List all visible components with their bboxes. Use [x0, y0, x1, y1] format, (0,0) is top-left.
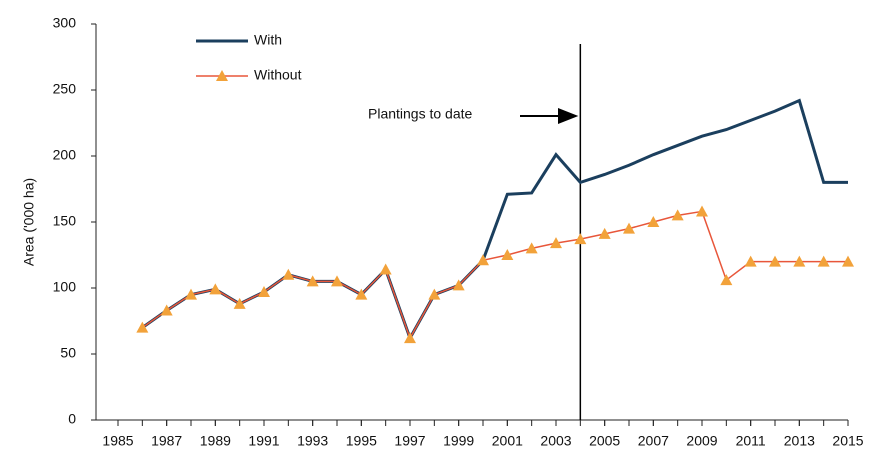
y-tick-label: 150 [53, 213, 77, 229]
marker [185, 288, 197, 300]
marker [623, 222, 635, 234]
marker [355, 288, 368, 300]
marker [282, 268, 295, 280]
marker [574, 233, 587, 245]
x-tick-label: 2009 [686, 433, 717, 449]
x-tick-label: 1997 [394, 433, 425, 449]
marker [331, 275, 343, 287]
marker [744, 255, 757, 267]
annotation-text: Plantings to date [368, 106, 473, 122]
x-tick-label: 1987 [151, 433, 182, 449]
marker [428, 288, 441, 300]
y-tick-label: 50 [60, 345, 76, 361]
x-tick-label: 2013 [784, 433, 815, 449]
marker [209, 283, 222, 295]
marker [233, 297, 246, 309]
x-tick-label: 1989 [200, 433, 231, 449]
legend-marker [216, 70, 228, 81]
x-tick-label: 2003 [540, 433, 571, 449]
y-tick-label: 200 [53, 147, 77, 163]
marker [136, 321, 149, 333]
annotation-arrowhead [558, 108, 579, 124]
marker [501, 249, 514, 260]
marker [817, 255, 830, 267]
marker [769, 255, 781, 267]
marker [720, 274, 733, 286]
x-tick-label: 1991 [248, 433, 279, 449]
marker [379, 263, 392, 275]
y-tick-label: 300 [53, 15, 77, 31]
x-tick-label: 2005 [589, 433, 620, 449]
y-axis-label: Area ('000 ha) [21, 178, 37, 266]
marker [842, 255, 854, 267]
x-tick-label: 2015 [832, 433, 863, 449]
marker [696, 205, 708, 217]
y-tick-label: 100 [53, 279, 77, 295]
marker [598, 227, 611, 239]
x-tick-label: 1993 [297, 433, 328, 449]
marker [671, 209, 684, 221]
y-tick-label: 250 [53, 81, 77, 97]
marker [306, 275, 319, 287]
x-tick-label: 2007 [638, 433, 669, 449]
x-tick-label: 1985 [102, 433, 133, 449]
marker [550, 237, 562, 249]
x-tick-label: 2001 [492, 433, 523, 449]
marker [452, 279, 465, 291]
legend-label: With [254, 32, 282, 48]
series-line [141, 98, 848, 342]
marker [647, 216, 660, 227]
x-tick-label: 2011 [736, 433, 766, 449]
marker [258, 285, 270, 297]
marker [477, 254, 489, 266]
legend-label: Without [254, 67, 302, 83]
marker [404, 332, 416, 344]
marker [525, 242, 538, 254]
marker [793, 255, 806, 267]
y-tick-label: 0 [68, 411, 76, 427]
marker [160, 304, 173, 316]
x-tick-label: 1999 [443, 433, 474, 449]
x-tick-label: 1995 [346, 433, 377, 449]
